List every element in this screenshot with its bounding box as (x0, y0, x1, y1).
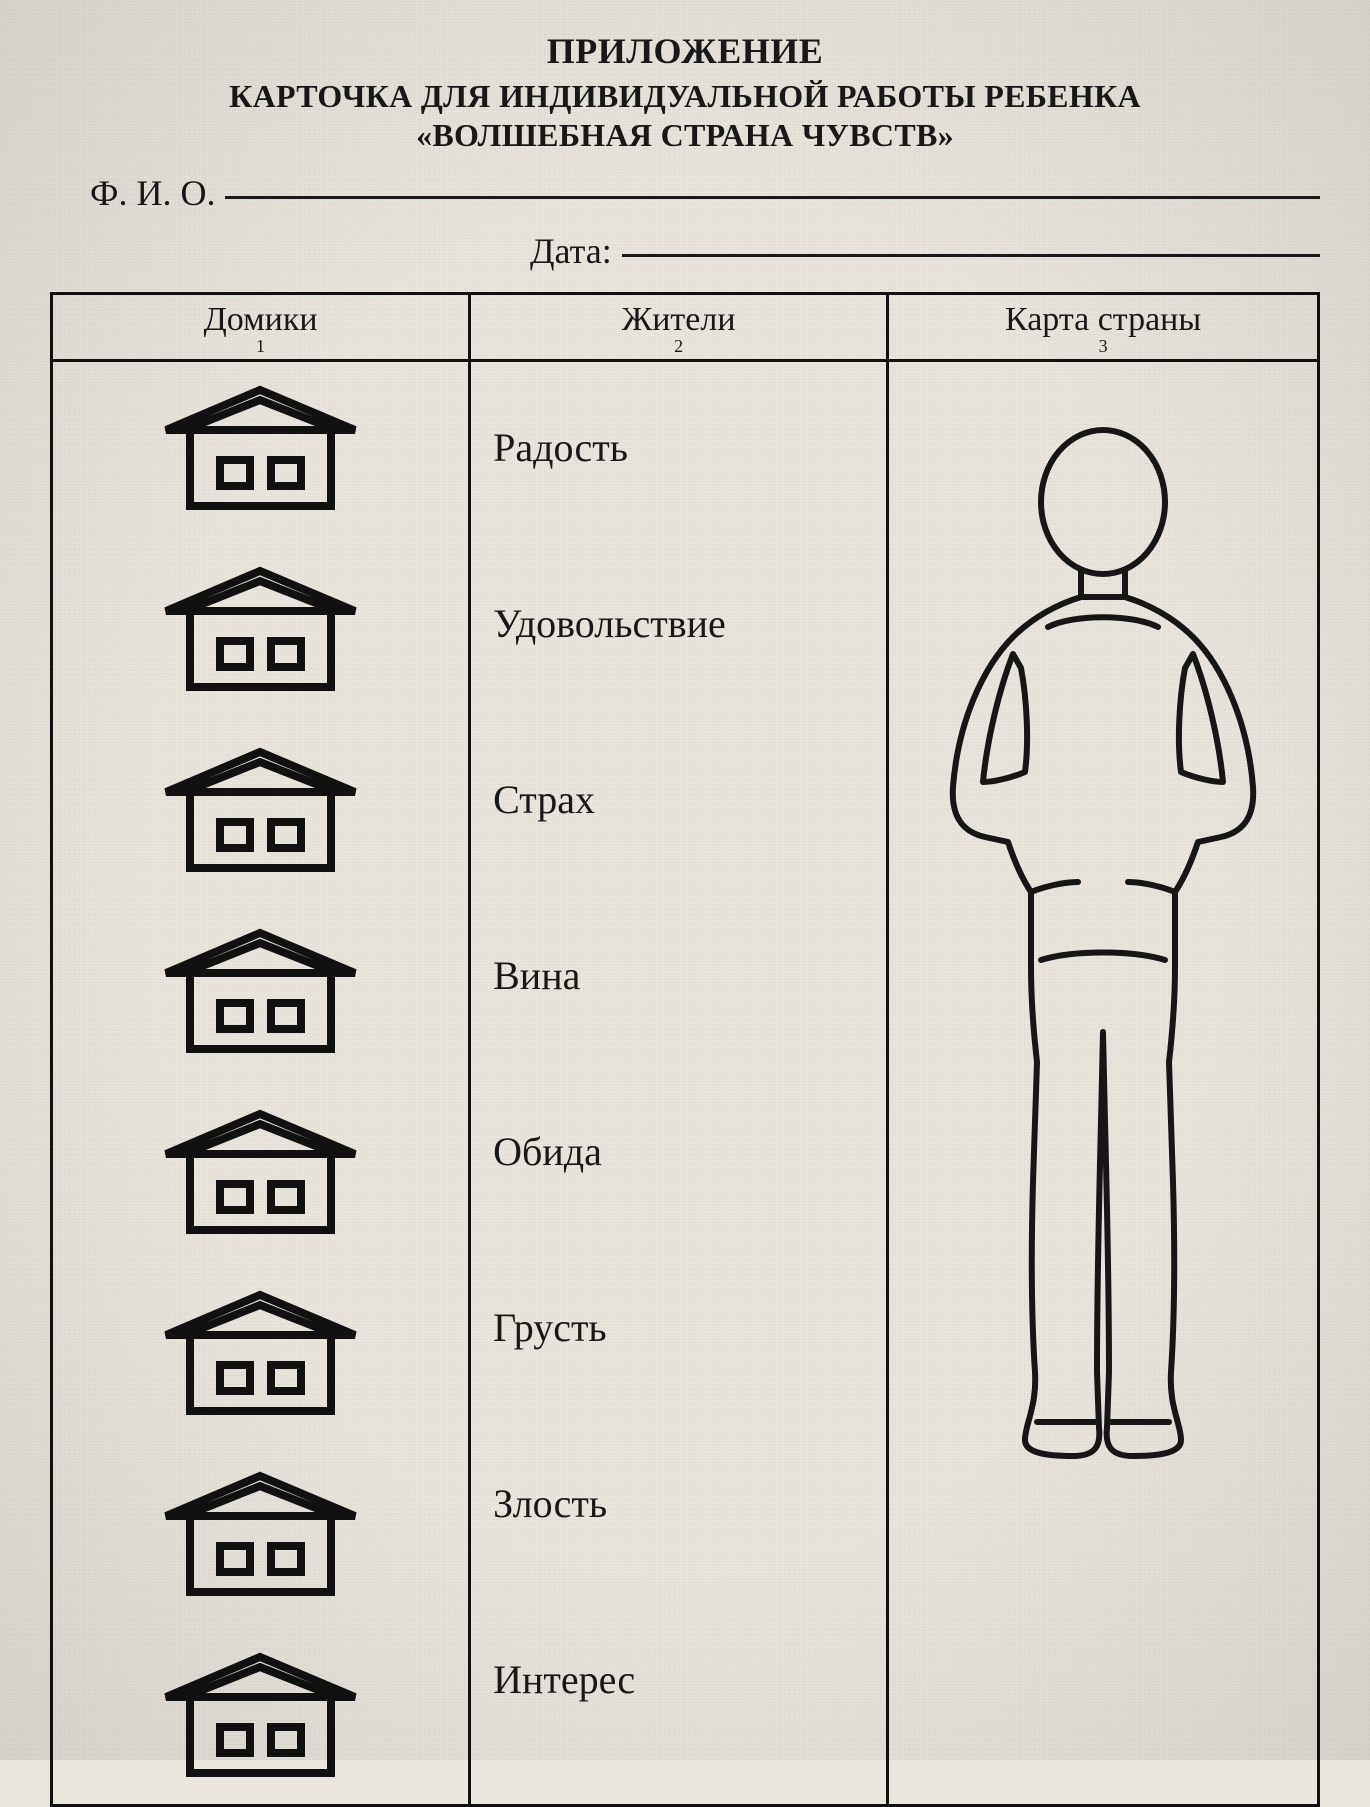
feeling-label: Обида (493, 1086, 876, 1216)
house-icon (158, 1468, 363, 1598)
header-block: ПРИЛОЖЕНИЕ КАРТОЧКА ДЛЯ ИНДИВИДУАЛЬНОЙ Р… (50, 30, 1320, 154)
col-header-feelings-label: Жители (622, 301, 736, 338)
col-header-feelings: Жители 2 (470, 294, 888, 361)
house-icon (158, 563, 363, 693)
house-row (158, 1649, 363, 1784)
table-header-row: Домики 1 Жители 2 Карта страны 3 (52, 294, 1319, 361)
house-row (158, 744, 363, 879)
feeling-label: Радость (493, 382, 876, 512)
feelings-cell: Радость Удовольствие Страх Вина Обида Грусть З… (470, 361, 888, 1806)
houses-list (63, 382, 458, 1784)
houses-cell (52, 361, 470, 1806)
house-row (158, 1468, 363, 1603)
house-row (158, 1287, 363, 1422)
map-cell (888, 361, 1319, 1806)
col-header-feelings-number: 2 (479, 337, 878, 357)
table-body-row: Радость Удовольствие Страх Вина Обида Грусть З… (52, 361, 1319, 1806)
feeling-label: Интерес (493, 1614, 876, 1744)
name-field-line: Ф. И. О. (90, 172, 1320, 214)
house-icon (158, 1106, 363, 1236)
name-underline[interactable] (225, 196, 1320, 199)
house-row (158, 563, 363, 698)
fields-block: Ф. И. О. Дата: (90, 172, 1320, 272)
col-header-map-number: 3 (897, 337, 1309, 357)
date-label: Дата: (530, 230, 612, 272)
house-icon (158, 744, 363, 874)
col-header-map-label: Карта страны (1005, 301, 1201, 338)
feeling-label: Грусть (493, 1262, 876, 1392)
feelings-list: Радость Удовольствие Страх Вина Обида Грусть З… (493, 382, 876, 1744)
title-appendix: ПРИЛОЖЕНИЕ (50, 30, 1320, 72)
feeling-label: Злость (493, 1438, 876, 1568)
col-header-houses-number: 1 (61, 337, 460, 357)
human-figure-wrap (889, 362, 1317, 1472)
worksheet-page: ПРИЛОЖЕНИЕ КАРТОЧКА ДЛЯ ИНДИВИДУАЛЬНОЙ Р… (0, 0, 1370, 1760)
house-row (158, 382, 363, 517)
title-card: КАРТОЧКА ДЛЯ ИНДИВИДУАЛЬНОЙ РАБОТЫ РЕБЕН… (50, 78, 1320, 115)
house-icon (158, 382, 363, 512)
col-header-houses-label: Домики (204, 301, 318, 338)
feeling-label: Вина (493, 910, 876, 1040)
col-header-houses: Домики 1 (52, 294, 470, 361)
date-field-line: Дата: (530, 230, 1320, 272)
title-subtitle: «ВОЛШЕБНАЯ СТРАНА ЧУВСТВ» (50, 117, 1320, 154)
feeling-label: Страх (493, 734, 876, 864)
name-label: Ф. И. О. (90, 172, 215, 214)
date-underline[interactable] (622, 254, 1320, 257)
house-icon (158, 1287, 363, 1417)
col-header-map: Карта страны 3 (888, 294, 1319, 361)
house-row (158, 1106, 363, 1241)
worksheet-table: Домики 1 Жители 2 Карта страны 3 (50, 292, 1320, 1807)
feeling-label: Удовольствие (493, 558, 876, 688)
house-icon (158, 925, 363, 1055)
human-outline-icon (913, 422, 1293, 1472)
house-row (158, 925, 363, 1060)
